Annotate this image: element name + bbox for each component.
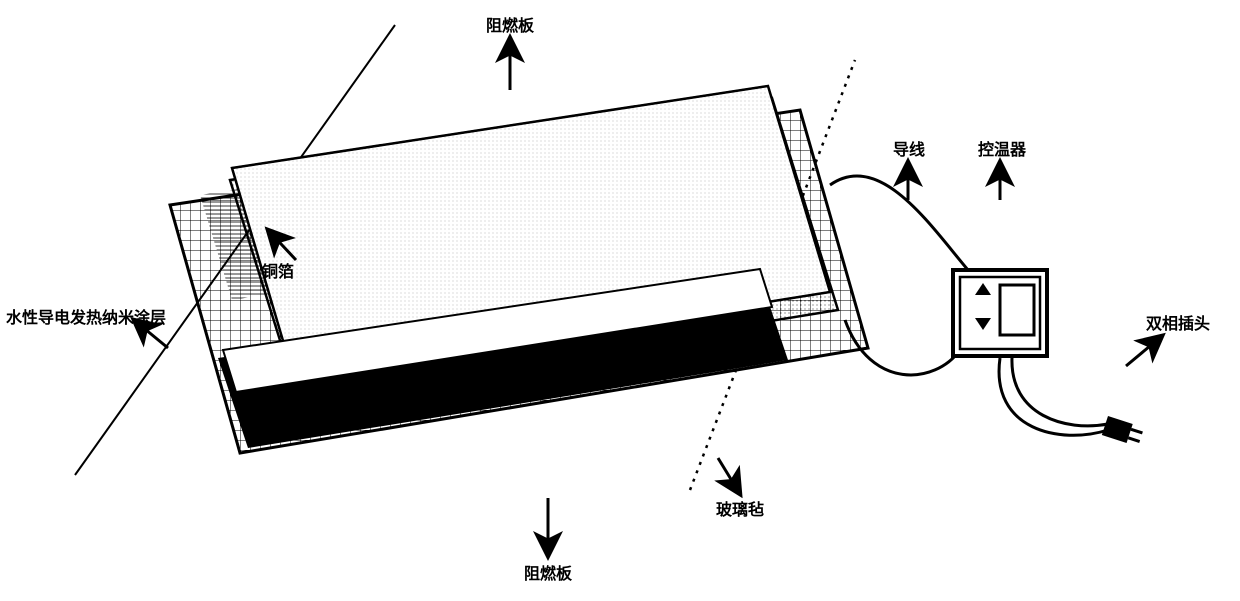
label-coating: 水性导电发热纳米涂层	[6, 304, 166, 328]
power-cable-2	[1012, 358, 1108, 426]
label-copper-foil: 铜箔	[262, 258, 294, 282]
label-plug: 双相插头	[1146, 310, 1210, 334]
label-glass-felt: 玻璃毡	[716, 496, 764, 520]
label-thermostat: 控温器	[978, 136, 1026, 160]
thermostat	[953, 270, 1047, 356]
arrow-glass	[718, 458, 740, 494]
label-top-board: 阻燃板	[486, 12, 534, 36]
plug-icon	[1102, 416, 1144, 447]
arrow-plug	[1126, 336, 1162, 366]
label-bottom-board: 阻燃板	[524, 560, 572, 584]
label-wire: 导线	[893, 136, 925, 160]
power-cable-1	[999, 358, 1108, 435]
wire-top	[830, 176, 968, 270]
diagram	[0, 0, 1240, 601]
